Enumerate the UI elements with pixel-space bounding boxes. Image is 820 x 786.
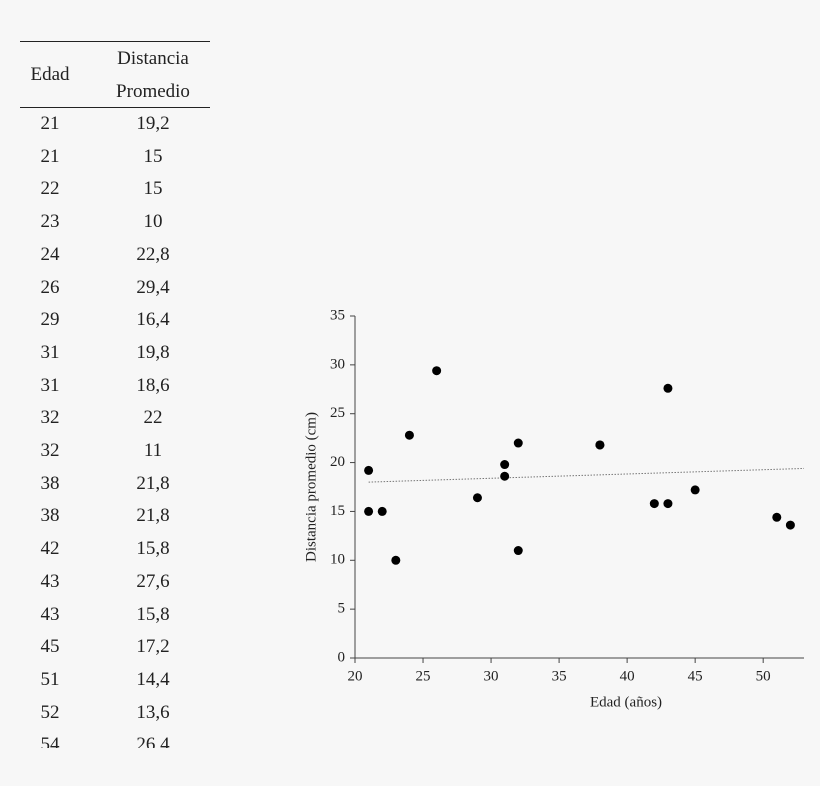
y-tick-label: 0 [338,649,346,665]
table-cell: 10 [143,211,163,233]
x-tick-label: 20 [348,668,363,684]
point [513,438,523,448]
point [649,499,659,509]
table-cell: 21,8 [136,505,170,527]
table-cell: 16,4 [136,309,170,331]
table-cell: 21,8 [136,472,170,494]
table-cell: 15,8 [136,538,170,560]
table-header: Edad [30,64,70,85]
x-tick-label: 35 [552,668,567,684]
point [663,499,673,509]
point [391,555,401,565]
table-cell: 15,8 [136,603,170,625]
point [472,493,482,503]
table-cell: 19,8 [136,341,170,363]
data-table: Edad Distancia Promedio 21 19,2 21 15 22 15 23… [20,40,210,748]
point [785,520,795,530]
table-cell: 43 [40,603,60,625]
y-tick-label: 35 [330,307,345,323]
table-cell: 23 [40,211,60,233]
table-cell: 26,4 [136,734,170,748]
point [663,383,673,393]
point [364,506,374,516]
y-tick-label: 10 [330,552,345,568]
y-tick-label: 20 [330,454,345,470]
table-cell: 31 [40,341,60,363]
table-cell: 29 [40,309,60,331]
table-cell: 15 [143,145,163,167]
x-tick-label: 40 [620,668,635,684]
table-cell: 29,4 [136,276,170,298]
table-cell: 21 [40,113,60,134]
point [772,512,782,522]
point [432,366,442,376]
table-cell: 22 [40,178,60,200]
y-tick-label: 15 [330,503,345,519]
y-tick-label: 30 [330,356,345,372]
table-cell: 18,6 [136,374,170,396]
table-cell: 14,4 [136,668,170,690]
x-tick-label: 45 [688,668,703,684]
point [595,440,605,450]
table-cell: 52 [40,701,60,723]
table-cell: 22 [143,407,163,429]
point [377,506,387,516]
table-header: Distancia Promedio [116,48,190,102]
table-cell: 32 [40,407,60,429]
table-cell: 43 [40,570,60,592]
y-tick-label: 25 [330,405,345,421]
table-cell: 31 [40,374,60,396]
table-cell: 38 [40,505,60,527]
table-cell: 24 [40,243,60,265]
table-cell: 32 [40,440,60,461]
table-rule [20,107,210,108]
table-cell: 11 [143,440,163,461]
table-cell: 17,2 [136,636,170,658]
x-tick-label: 50 [756,668,771,684]
table-cell: 27,6 [136,570,170,592]
table-cell: 13,6 [136,701,170,723]
point [513,546,523,556]
table-cell: 42 [40,538,60,560]
table-cell: 15 [143,178,163,200]
x-tick-label: 30 [484,668,499,684]
table-cell: 54 [40,734,60,748]
table-cell: 21 [40,145,60,167]
table-cell: 51 [40,668,60,690]
x-tick-label: 25 [416,668,431,684]
point [500,460,510,470]
point [404,430,414,440]
point [690,485,700,495]
point [500,471,510,481]
y-tick-label: 5 [338,601,346,617]
table-cell: 22,8 [136,243,170,265]
table-cell: 19,2 [136,113,170,134]
table-rule [20,41,210,42]
table-cell: 45 [40,636,60,658]
trendline [368,467,805,483]
x-axis-label: Edad (años) [590,694,662,710]
table-cell: 26 [40,276,60,298]
table-cell: 38 [40,472,60,494]
y-axis-label: Distancia promedio (cm) [303,412,319,562]
point [364,465,374,475]
